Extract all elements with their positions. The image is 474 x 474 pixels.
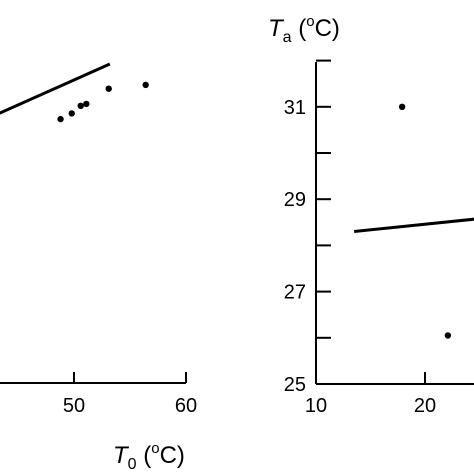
right-fit-line: [353, 217, 474, 234]
right-y-axis-label: Ta (oC): [268, 13, 340, 46]
right-x-tick-label: 20: [414, 395, 436, 417]
right-panel: 25 27 29 31 10 20 Ta (oC): [268, 13, 474, 417]
right-data-point: [398, 103, 406, 111]
left-data-point: [83, 100, 90, 108]
left-x-axis-label: T0 (oC): [113, 440, 185, 473]
right-x-tick-label: 10: [305, 395, 327, 417]
left-data-point: [57, 115, 64, 123]
right-y-tick-label: 25: [284, 374, 306, 396]
left-x-tick-label: 60: [175, 395, 197, 417]
left-fit-line: [0, 62, 111, 115]
right-y-tick-label: 31: [284, 97, 306, 119]
left-x-tick-label: 50: [63, 395, 85, 417]
right-y-tick-label: 27: [284, 282, 306, 304]
left-data-point: [142, 81, 149, 89]
left-data-point: [105, 85, 112, 92]
left-data-point: [68, 110, 75, 117]
left-data-point: [77, 102, 84, 110]
left-panel: 50 60 T0 (oC): [0, 62, 197, 473]
right-data-point: [444, 332, 452, 339]
right-y-tick-label: 29: [284, 189, 306, 211]
